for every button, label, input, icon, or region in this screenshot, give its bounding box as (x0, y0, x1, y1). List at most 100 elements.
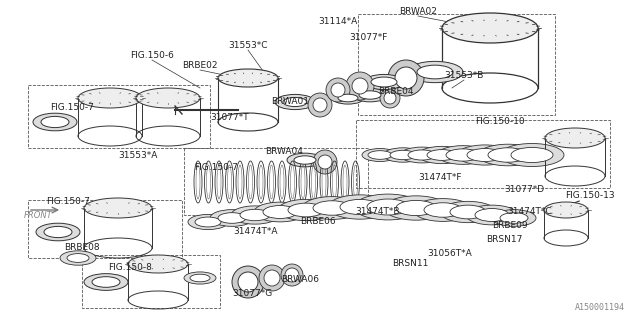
Text: 31077*D: 31077*D (504, 186, 544, 195)
Text: BRBE09: BRBE09 (492, 221, 528, 230)
Ellipse shape (210, 210, 254, 226)
Ellipse shape (340, 199, 380, 215)
Circle shape (232, 266, 264, 298)
Ellipse shape (396, 200, 436, 216)
Circle shape (313, 98, 327, 112)
Text: 31474T*A: 31474T*A (234, 228, 278, 236)
Ellipse shape (188, 214, 228, 230)
Circle shape (326, 78, 350, 102)
Circle shape (308, 93, 332, 117)
Text: FRONT: FRONT (24, 211, 52, 220)
Text: FIG.150-7: FIG.150-7 (46, 197, 90, 206)
Ellipse shape (383, 148, 423, 162)
Ellipse shape (67, 253, 89, 262)
Ellipse shape (302, 196, 362, 220)
Ellipse shape (240, 209, 270, 221)
Ellipse shape (33, 113, 77, 131)
Bar (82, 255, 220, 308)
Circle shape (285, 268, 299, 282)
Text: 31474T*F: 31474T*F (419, 173, 461, 182)
Ellipse shape (367, 199, 409, 215)
Ellipse shape (371, 77, 397, 87)
Ellipse shape (84, 274, 128, 290)
Ellipse shape (287, 153, 323, 167)
Ellipse shape (359, 91, 381, 99)
Ellipse shape (92, 277, 120, 287)
Ellipse shape (407, 61, 463, 83)
Ellipse shape (44, 227, 72, 237)
Bar (28, 85, 210, 148)
Ellipse shape (492, 210, 536, 226)
Ellipse shape (332, 92, 364, 104)
Bar (356, 120, 610, 188)
Ellipse shape (390, 150, 416, 160)
Ellipse shape (500, 143, 564, 166)
Text: BRWA06: BRWA06 (281, 276, 319, 284)
Ellipse shape (408, 150, 436, 160)
Text: 31474T*B: 31474T*B (356, 207, 400, 217)
Circle shape (281, 264, 303, 286)
Ellipse shape (362, 148, 398, 162)
Ellipse shape (283, 97, 307, 107)
Text: 31553*C: 31553*C (228, 42, 268, 51)
Ellipse shape (294, 156, 316, 164)
Ellipse shape (218, 213, 246, 223)
Text: 31077*G: 31077*G (232, 289, 272, 298)
Text: BRBE06: BRBE06 (300, 218, 336, 227)
Circle shape (352, 78, 368, 94)
Text: BRBE04: BRBE04 (378, 87, 413, 97)
Ellipse shape (352, 88, 388, 102)
Ellipse shape (275, 94, 315, 109)
Ellipse shape (500, 213, 528, 223)
Circle shape (346, 72, 374, 100)
Ellipse shape (545, 128, 605, 148)
Text: A150001194: A150001194 (575, 303, 625, 312)
Ellipse shape (457, 145, 513, 165)
Circle shape (388, 60, 424, 96)
Ellipse shape (84, 198, 152, 218)
Circle shape (318, 155, 332, 169)
Ellipse shape (231, 206, 279, 224)
Text: 31474T*C: 31474T*C (508, 207, 552, 217)
Circle shape (331, 83, 345, 97)
Ellipse shape (78, 88, 142, 108)
Ellipse shape (417, 65, 453, 79)
Ellipse shape (338, 94, 358, 102)
Text: 31553*A: 31553*A (118, 150, 157, 159)
Text: FIG.150-7: FIG.150-7 (50, 103, 94, 113)
Ellipse shape (511, 148, 553, 163)
Ellipse shape (384, 196, 448, 220)
Text: FIG.150-10: FIG.150-10 (475, 117, 525, 126)
Text: FIG.150-6: FIG.150-6 (130, 52, 174, 60)
Ellipse shape (478, 144, 538, 166)
Ellipse shape (467, 148, 503, 162)
Text: BRSN11: BRSN11 (392, 260, 428, 268)
Text: BRBE02: BRBE02 (182, 61, 218, 70)
Text: BRWA02: BRWA02 (399, 7, 437, 17)
Bar (28, 200, 182, 258)
Circle shape (264, 270, 280, 286)
Ellipse shape (437, 146, 489, 164)
Ellipse shape (313, 201, 351, 215)
Ellipse shape (475, 209, 509, 221)
Text: FIG.150-13: FIG.150-13 (565, 191, 615, 201)
Text: 31056T*A: 31056T*A (428, 250, 472, 259)
Ellipse shape (368, 151, 392, 159)
Ellipse shape (278, 199, 334, 221)
Ellipse shape (544, 202, 588, 218)
Ellipse shape (136, 88, 200, 108)
Ellipse shape (354, 194, 422, 220)
Ellipse shape (418, 146, 466, 164)
Ellipse shape (254, 202, 306, 222)
Text: BRWA01: BRWA01 (271, 98, 309, 107)
Ellipse shape (364, 74, 404, 90)
Ellipse shape (442, 13, 538, 43)
Ellipse shape (424, 203, 462, 217)
Ellipse shape (446, 149, 480, 161)
Ellipse shape (41, 116, 69, 128)
Ellipse shape (128, 255, 188, 273)
Ellipse shape (288, 203, 324, 217)
Ellipse shape (218, 69, 278, 87)
Text: BRSN17: BRSN17 (486, 236, 522, 244)
Ellipse shape (488, 148, 528, 162)
